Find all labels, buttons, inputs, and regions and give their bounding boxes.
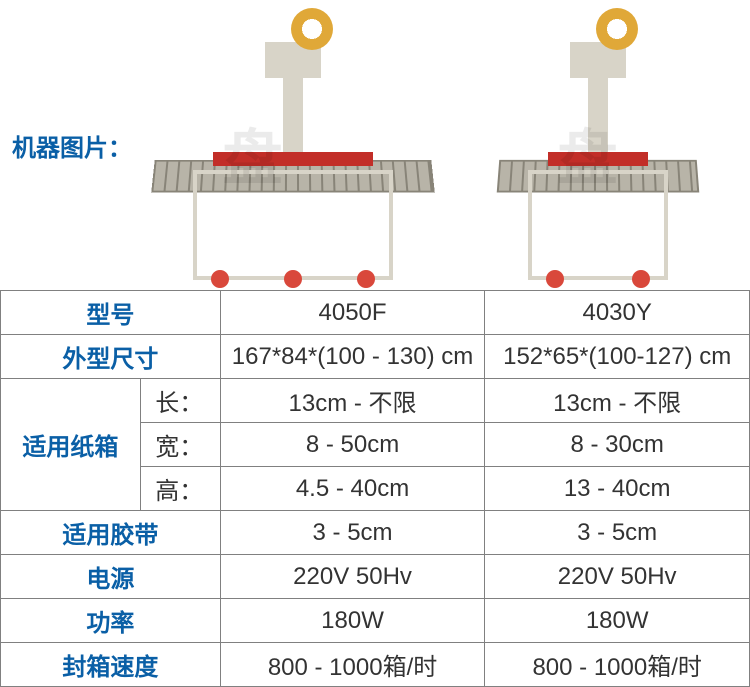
sublabel-width: 宽：: [140, 423, 220, 467]
tape-b: 3 - 5cm: [485, 511, 750, 555]
power-a: 180W: [220, 599, 485, 643]
box-length-a: 13cm - 不限: [220, 379, 485, 423]
model-b: 4030Y: [485, 291, 750, 335]
model-a: 4050F: [220, 291, 485, 335]
machine-image-a: 盘: [140, 10, 445, 280]
label-speed: 封箱速度: [1, 643, 221, 687]
box-width-a: 8 - 50cm: [220, 423, 485, 467]
box-height-b: 13 - 40cm: [485, 467, 750, 511]
row-power: 功率 180W 180W: [1, 599, 750, 643]
row-box-length: 适用纸箱 长： 13cm - 不限 13cm - 不限: [1, 379, 750, 423]
row-model: 型号 4050F 4030Y: [1, 291, 750, 335]
box-length-b: 13cm - 不限: [485, 379, 750, 423]
row-tape: 适用胶带 3 - 5cm 3 - 5cm: [1, 511, 750, 555]
label-tape: 适用胶带: [1, 511, 221, 555]
label-power-supply: 电源: [1, 555, 221, 599]
label-size: 外型尺寸: [1, 335, 221, 379]
label-power: 功率: [1, 599, 221, 643]
row-power-supply: 电源 220V 50Hv 220V 50Hv: [1, 555, 750, 599]
size-b: 152*65*(100-127) cm: [485, 335, 750, 379]
sublabel-height: 高：: [140, 467, 220, 511]
size-a: 167*84*(100 - 130) cm: [220, 335, 485, 379]
image-row-label: 机器图片：: [0, 128, 140, 163]
spec-table: 型号 4050F 4030Y 外型尺寸 167*84*(100 - 130) c…: [0, 290, 750, 687]
image-row: 机器图片： 盘: [0, 0, 750, 290]
box-width-b: 8 - 30cm: [485, 423, 750, 467]
row-size: 外型尺寸 167*84*(100 - 130) cm 152*65*(100-1…: [1, 335, 750, 379]
label-box: 适用纸箱: [1, 379, 141, 511]
sublabel-length: 长：: [140, 379, 220, 423]
power-b: 180W: [485, 599, 750, 643]
spec-sheet: 机器图片： 盘: [0, 0, 750, 687]
row-speed: 封箱速度 800 - 1000箱/时 800 - 1000箱/时: [1, 643, 750, 687]
speed-b: 800 - 1000箱/时: [485, 643, 750, 687]
tape-a: 3 - 5cm: [220, 511, 485, 555]
speed-a: 800 - 1000箱/时: [220, 643, 485, 687]
label-model: 型号: [1, 291, 221, 335]
machine-image-b: 盘: [445, 10, 750, 280]
box-height-a: 4.5 - 40cm: [220, 467, 485, 511]
power-supply-a: 220V 50Hv: [220, 555, 485, 599]
power-supply-b: 220V 50Hv: [485, 555, 750, 599]
